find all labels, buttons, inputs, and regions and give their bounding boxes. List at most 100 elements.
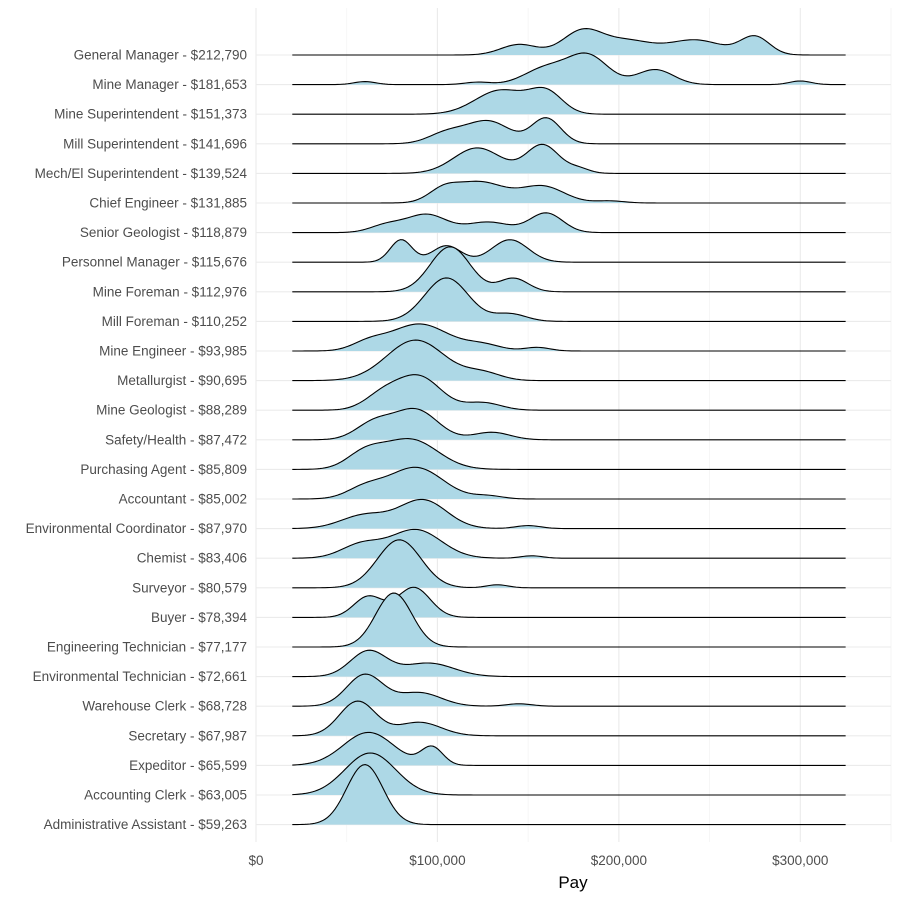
ridge-area: [292, 467, 846, 499]
y-axis-label: Secretary - $67,987: [128, 728, 247, 743]
ridge-series: [292, 649, 846, 678]
ridge-outline: [292, 117, 846, 145]
ridge-outline: [292, 28, 846, 56]
y-axis-label: Purchasing Agent - $85,809: [80, 462, 247, 477]
y-axis-label: Mine Superintendent - $151,373: [54, 107, 247, 122]
y-axis-labels: General Manager - $212,790 Mine Manager -…: [26, 48, 248, 833]
ridge-area: [292, 732, 846, 766]
ridge-area: [292, 764, 846, 825]
ridge-outline: [292, 407, 846, 441]
ridge-series: [292, 339, 846, 382]
ridge-series: [292, 143, 846, 174]
ridge-series: [292, 673, 846, 707]
ridge-outline: [292, 86, 846, 115]
x-tick-label: $100,000: [409, 853, 465, 868]
ridge-outline: [292, 539, 846, 589]
y-axis-label: Environmental Coordinator - $87,970: [26, 521, 247, 536]
ridge-area: [292, 117, 846, 144]
ridges-layer: [292, 28, 846, 826]
x-axis-ticks: $0 $100,000 $200,000 $300,000: [248, 853, 828, 868]
y-axis-label: Mill Superintendent - $141,696: [63, 136, 247, 151]
ridge-outline: [292, 52, 846, 86]
y-axis-label: Mech/El Superintendent - $139,524: [35, 166, 248, 181]
ridge-outline: [292, 764, 846, 826]
ridge-series: [292, 323, 846, 352]
y-axis-label: Mine Foreman - $112,976: [93, 284, 247, 299]
ridge-series: [292, 86, 846, 115]
ridge-outline: [292, 246, 846, 293]
y-axis-label: Accounting Clerk - $63,005: [84, 788, 247, 803]
x-tick-label: $0: [248, 853, 263, 868]
ridge-area: [292, 587, 846, 618]
ridge-outline: [292, 528, 846, 559]
ridge-series: [292, 528, 846, 559]
ridge-area: [292, 701, 846, 736]
ridge-outline: [292, 212, 846, 234]
ridge-outline: [292, 323, 846, 352]
ridge-outline: [292, 339, 846, 382]
ridge-series: [292, 731, 846, 766]
ridge-outline: [292, 498, 846, 530]
ridge-series: [292, 28, 846, 56]
y-axis-label: Personnel Manager - $115,676: [62, 255, 247, 270]
y-axis-label: Chemist - $83,406: [137, 551, 247, 566]
ridge-area: [292, 181, 846, 203]
y-axis-label: Warehouse Clerk - $68,728: [82, 699, 247, 714]
y-axis-label: Engineering Technician - $77,177: [47, 640, 247, 655]
ridge-series: [292, 700, 846, 737]
y-axis-label: Mill Foreman - $110,252: [102, 314, 247, 329]
ridge-outline: [292, 374, 846, 411]
ridge-area: [292, 539, 846, 588]
ridge-series: [292, 180, 846, 204]
x-tick-label: $300,000: [772, 853, 828, 868]
ridge-area: [292, 438, 846, 470]
ridge-area: [292, 277, 846, 322]
y-axis-label: Safety/Health - $87,472: [105, 432, 247, 447]
ridge-area: [292, 212, 846, 233]
ridge-series: [292, 586, 846, 618]
ridge-series: [292, 277, 846, 322]
ridge-area: [292, 593, 846, 647]
ridge-series: [292, 592, 846, 648]
ridge-series: [292, 117, 846, 145]
y-axis-label: Chief Engineer - $131,885: [89, 196, 247, 211]
ridge-outline: [292, 277, 846, 322]
ridge-outline: [292, 143, 846, 174]
ridge-area: [292, 246, 846, 292]
y-axis-label: Mine Engineer - $93,985: [99, 344, 247, 359]
ridge-area: [292, 52, 846, 85]
y-axis-label: Expeditor - $65,599: [129, 758, 247, 773]
y-axis-label: Administrative Assistant - $59,263: [44, 817, 247, 832]
y-axis-label: Accountant - $85,002: [119, 492, 247, 507]
ridge-outline: [292, 592, 846, 648]
ridge-area: [292, 408, 846, 440]
ridge-area: [292, 650, 846, 677]
ridge-outline: [292, 673, 846, 707]
ridge-outline: [292, 466, 846, 500]
ridge-area: [292, 28, 846, 55]
ridge-outline: [292, 180, 846, 204]
ridge-series: [292, 374, 846, 411]
ridge-area: [292, 674, 846, 707]
x-axis-title: Pay: [558, 873, 588, 892]
ridge-outline: [292, 649, 846, 678]
ridge-area: [292, 87, 846, 115]
ridge-outline: [292, 752, 846, 796]
ridge-area: [292, 499, 846, 529]
y-axis-label: Buyer - $78,394: [151, 610, 248, 625]
y-axis-label: Environmental Technician - $72,661: [33, 669, 247, 684]
y-axis-label: Surveyor - $80,579: [132, 580, 247, 595]
y-axis-label: Senior Geologist - $118,879: [80, 225, 247, 240]
ridge-outline: [292, 700, 846, 737]
x-tick-label: $200,000: [591, 853, 647, 868]
ridge-series: [292, 498, 846, 530]
ridge-series: [292, 466, 846, 500]
ridge-outline: [292, 731, 846, 766]
ridge-outline: [292, 438, 846, 470]
ridge-series: [292, 246, 846, 293]
ridge-area: [292, 374, 846, 411]
y-axis-label: Metallurgist - $90,695: [117, 373, 247, 388]
y-axis-label: General Manager - $212,790: [74, 48, 247, 63]
